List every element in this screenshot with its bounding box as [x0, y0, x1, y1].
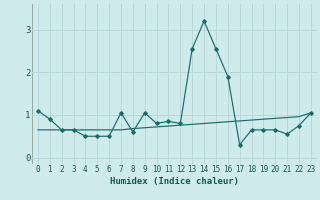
X-axis label: Humidex (Indice chaleur): Humidex (Indice chaleur) [110, 177, 239, 186]
